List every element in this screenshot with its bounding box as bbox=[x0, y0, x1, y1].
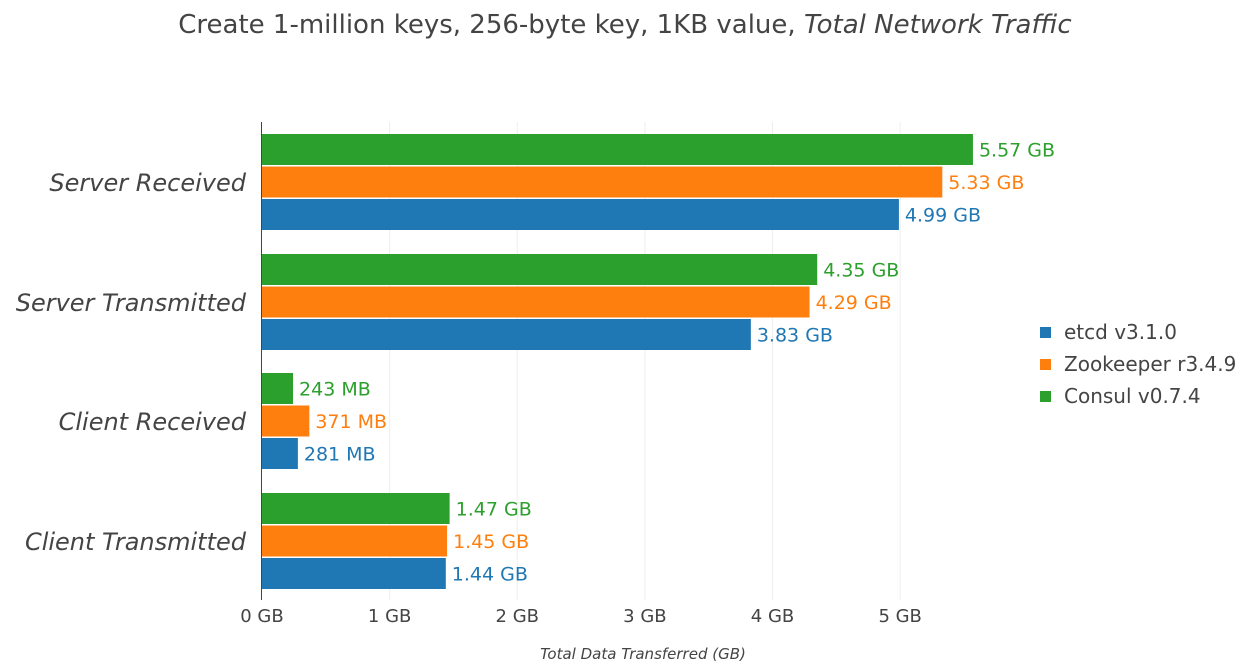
legend-item-consul[interactable]: Consul v0.7.4 bbox=[1040, 380, 1236, 412]
legend-swatch-zookeeper bbox=[1040, 358, 1051, 370]
data-labels: 5.57 GB 5.33 GB 4.99 GB 4.35 GB 4.29 GB 3.83 … bbox=[299, 140, 1055, 586]
bar-consul[interactable] bbox=[262, 254, 818, 285]
data-label-zookeeper: 1.45 GB bbox=[453, 531, 529, 553]
bar-etcd[interactable] bbox=[262, 199, 899, 230]
data-label-consul: 4.35 GB bbox=[823, 260, 899, 282]
bar-etcd[interactable] bbox=[262, 558, 446, 589]
data-label-etcd: 3.83 GB bbox=[757, 325, 833, 347]
legend-item-zookeeper[interactable]: Zookeeper r3.4.9 bbox=[1040, 348, 1236, 380]
bar-etcd[interactable] bbox=[262, 438, 298, 469]
x-tick-label: 0 GB bbox=[240, 606, 283, 627]
bar-consul[interactable] bbox=[262, 134, 973, 165]
bar-consul[interactable] bbox=[262, 373, 294, 404]
category-label: Server Received bbox=[49, 169, 246, 197]
legend-swatch-etcd bbox=[1040, 326, 1051, 338]
chart-title: Create 1-million keys, 256-byte key, 1KB… bbox=[0, 10, 1250, 40]
x-tick-label: 3 GB bbox=[623, 606, 666, 627]
legend-label-consul: Consul v0.7.4 bbox=[1064, 384, 1201, 408]
bar-zookeeper[interactable] bbox=[262, 525, 448, 557]
category-label: Client Received bbox=[59, 408, 247, 436]
data-label-zookeeper: 371 MB bbox=[315, 411, 387, 433]
bar-zookeeper[interactable] bbox=[262, 405, 310, 437]
data-label-consul: 1.47 GB bbox=[456, 499, 532, 521]
legend-swatch-consul bbox=[1040, 390, 1051, 402]
x-tick-label: 2 GB bbox=[496, 606, 539, 627]
data-label-consul: 5.57 GB bbox=[979, 140, 1055, 162]
data-label-consul: 243 MB bbox=[299, 379, 371, 401]
bar-zookeeper[interactable] bbox=[262, 286, 810, 318]
x-tick-labels: 0 GB 1 GB 2 GB 3 GB 4 GB 5 GB bbox=[240, 606, 922, 627]
bar-consul[interactable] bbox=[262, 493, 450, 524]
data-label-etcd: 4.99 GB bbox=[905, 205, 981, 227]
legend-label-etcd: etcd v3.1.0 bbox=[1064, 320, 1177, 344]
chart-title-italic: Total Network Traffic bbox=[803, 10, 1072, 40]
legend-label-zookeeper: Zookeeper r3.4.9 bbox=[1064, 352, 1237, 376]
x-tick-label: 5 GB bbox=[878, 606, 921, 627]
category-label: Server Transmitted bbox=[16, 289, 247, 317]
data-label-etcd: 1.44 GB bbox=[452, 564, 528, 586]
data-label-etcd: 281 MB bbox=[304, 444, 376, 466]
bars bbox=[262, 134, 973, 589]
chart-title-main: Create 1-million keys, 256-byte key, 1KB… bbox=[178, 10, 804, 40]
data-label-zookeeper: 4.29 GB bbox=[816, 292, 892, 314]
bar-etcd[interactable] bbox=[262, 319, 751, 350]
x-axis-title: Total Data Transferred (GB) bbox=[540, 645, 746, 663]
x-tick-label: 4 GB bbox=[751, 606, 794, 627]
legend-item-etcd[interactable]: etcd v3.1.0 bbox=[1040, 316, 1236, 348]
x-tick-label: 1 GB bbox=[368, 606, 411, 627]
legend: etcd v3.1.0 Zookeeper r3.4.9 Consul v0.7… bbox=[1040, 316, 1236, 412]
bar-zookeeper[interactable] bbox=[262, 166, 943, 198]
data-label-zookeeper: 5.33 GB bbox=[948, 172, 1024, 194]
category-label: Client Transmitted bbox=[25, 528, 247, 556]
category-labels: Server Received Server Transmitted Client … bbox=[16, 169, 247, 556]
